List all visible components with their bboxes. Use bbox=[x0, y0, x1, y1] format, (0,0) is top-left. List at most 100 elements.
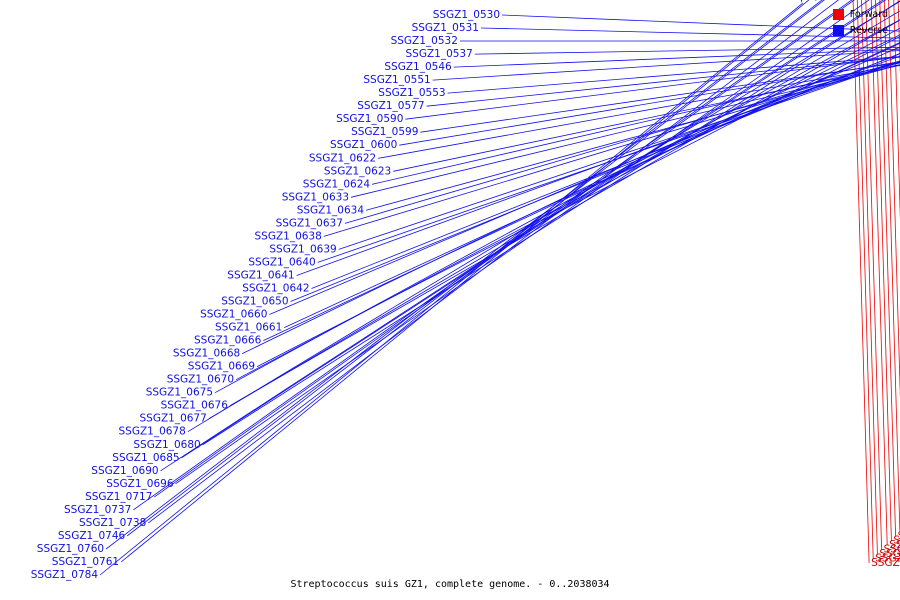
forward-gene-leader bbox=[883, 0, 900, 532]
reverse-gene-label: SSGZ1_0546 bbox=[384, 61, 452, 73]
reverse-swatch bbox=[832, 24, 844, 36]
reverse-gene-label: SSGZ1_0623 bbox=[324, 165, 391, 177]
legend: Forward Reverse bbox=[832, 6, 888, 38]
forward-gene-leader bbox=[865, 0, 882, 550]
reverse-gene-leader bbox=[426, 56, 900, 107]
reverse-gene-label: SSGZ1_0640 bbox=[248, 256, 315, 268]
reverse-gene-label: SSGZ1_0577 bbox=[357, 100, 424, 112]
reverse-gene-leader bbox=[284, 42, 900, 328]
reverse-gene-leader bbox=[372, 62, 900, 185]
forward-gene-leader bbox=[888, 0, 900, 399]
reverse-gene-leader bbox=[105, 0, 823, 550]
reverse-gene-label: SSGZ1_0634 bbox=[297, 204, 365, 216]
reverse-gene-label: SSGZ1_0641 bbox=[227, 270, 294, 282]
forward-gene-leader bbox=[879, 0, 896, 536]
reverse-gene-label: SSGZ1_0624 bbox=[303, 178, 371, 190]
reverse-gene-leader bbox=[126, 0, 825, 537]
reverse-gene-label: SSGZ1_0696 bbox=[106, 478, 174, 490]
legend-forward: Forward bbox=[832, 6, 888, 22]
reverse-gene-label: SSGZ1_0660 bbox=[200, 309, 267, 321]
forward-gene-label: SSGZ1_0691 bbox=[898, 530, 900, 542]
reverse-gene-label: SSGZ1_0531 bbox=[412, 22, 479, 34]
reverse-gene-leader bbox=[120, 0, 810, 563]
reverse-gene-label: SSGZ1_0590 bbox=[336, 113, 403, 125]
reverse-gene-label: SSGZ1_0622 bbox=[309, 152, 376, 164]
reverse-gene-label: SSGZ1_0737 bbox=[64, 504, 131, 516]
reverse-gene-leader bbox=[378, 64, 900, 159]
reverse-gene-leader bbox=[432, 50, 900, 81]
reverse-gene-label: SSGZ1_0637 bbox=[276, 217, 343, 229]
reverse-gene-label: SSGZ1_0551 bbox=[363, 74, 430, 86]
forward-gene-leader bbox=[852, 0, 870, 564]
reverse-gene-leader bbox=[148, 0, 839, 524]
reverse-gene-label: SSGZ1_0537 bbox=[405, 48, 472, 60]
forward-gene-leader bbox=[893, 0, 900, 221]
reverse-gene-label: SSGZ1_0650 bbox=[221, 296, 288, 308]
forward-gene-leader bbox=[870, 0, 888, 545]
reverse-gene-label: SSGZ1_0669 bbox=[188, 361, 255, 373]
reverse-gene-label: SSGZ1_0717 bbox=[85, 491, 152, 503]
forward-gene-leader bbox=[897, 0, 900, 75]
reverse-gene-label: SSGZ1_0680 bbox=[133, 439, 200, 451]
reverse-gene-leader bbox=[202, 0, 900, 446]
reverse-gene-leader bbox=[263, 41, 900, 341]
reverse-gene-label: SSGZ1_0639 bbox=[269, 243, 336, 255]
reverse-gene-label: SSGZ1_0761 bbox=[52, 556, 119, 568]
reverse-gene-leader bbox=[480, 27, 900, 39]
reverse-gene-leader bbox=[175, 0, 870, 485]
reverse-gene-label: SSGZ1_0642 bbox=[242, 283, 309, 295]
forward-gene-label: SSGZ1_0704 bbox=[889, 539, 900, 551]
reverse-gene-label: SSGZ1_0676 bbox=[161, 400, 229, 412]
forward-gene-leader bbox=[856, 0, 874, 559]
genome-caption: Streptococcus suis GZ1, complete genome.… bbox=[290, 579, 610, 590]
reverse-gene-label: SSGZ1_0746 bbox=[58, 530, 126, 542]
forward-gene-leader bbox=[861, 0, 878, 554]
reverse-gene-leader bbox=[501, 14, 900, 32]
reverse-gene-label: SSGZ1_0760 bbox=[37, 543, 104, 555]
legend-reverse-label: Reverse bbox=[849, 24, 888, 36]
forward-gene-label: SSGZ1_0707 bbox=[875, 553, 900, 565]
reverse-gene-label: SSGZ1_0677 bbox=[139, 413, 206, 425]
reverse-gene-arrow bbox=[800, 0, 803, 4]
reverse-gene-label: SSGZ1_0784 bbox=[31, 569, 99, 581]
reverse-gene-leader bbox=[323, 61, 900, 237]
reverse-gene-leader bbox=[154, 0, 855, 498]
legend-forward-label: Forward bbox=[849, 8, 888, 20]
reverse-gene-leader bbox=[453, 48, 900, 68]
reverse-gene-label: SSGZ1_0666 bbox=[194, 335, 262, 347]
reverse-gene-label: SSGZ1_0599 bbox=[351, 126, 418, 138]
reverse-gene-label: SSGZ1_0553 bbox=[378, 87, 445, 99]
reverse-gene-leader bbox=[229, 19, 900, 407]
reverse-gene-leader bbox=[344, 60, 900, 224]
reverse-gene-label: SSGZ1_0670 bbox=[167, 374, 234, 386]
reverse-gene-label: SSGZ1_0675 bbox=[146, 387, 213, 399]
reverse-gene-leader bbox=[99, 2, 803, 576]
forward-gene-leader bbox=[875, 0, 892, 541]
reverse-gene-label: SSGZ1_0638 bbox=[254, 230, 321, 242]
reverse-gene-leader bbox=[311, 53, 900, 289]
reverse-gene-label: SSGZ1_0530 bbox=[433, 9, 500, 21]
legend-reverse: Reverse bbox=[832, 22, 888, 38]
reverse-gene-leader bbox=[290, 53, 900, 302]
reverse-gene-label: SSGZ1_0633 bbox=[282, 191, 349, 203]
reverse-gene-label: SSGZ1_0690 bbox=[91, 465, 158, 477]
reverse-gene-label: SSGZ1_0668 bbox=[173, 348, 240, 360]
forward-swatch bbox=[832, 8, 844, 20]
reverse-gene-label: SSGZ1_0661 bbox=[215, 322, 282, 334]
forward-gene-label: SSGZ1_0692 bbox=[893, 534, 900, 546]
reverse-gene-label: SSGZ1_0685 bbox=[112, 452, 179, 464]
reverse-gene-label: SSGZ1_0532 bbox=[391, 35, 458, 47]
reverse-gene-leader bbox=[405, 56, 900, 120]
reverse-gene-leader bbox=[474, 46, 900, 55]
forward-gene-label: SSGZ1_0705 bbox=[884, 543, 900, 555]
reverse-gene-label: SSGZ1_0600 bbox=[330, 139, 397, 151]
reverse-gene-label: SSGZ1_0678 bbox=[118, 426, 185, 438]
reverse-gene-leader bbox=[365, 64, 900, 211]
reverse-gene-label: SSGZ1_0738 bbox=[79, 517, 146, 529]
reverse-gene-leader bbox=[208, 10, 900, 420]
forward-gene-label: SSGZ1_0706 bbox=[879, 548, 900, 560]
reverse-gene-leader bbox=[269, 46, 900, 315]
forward-gene-label: SSGZ1_0718 bbox=[871, 557, 900, 569]
